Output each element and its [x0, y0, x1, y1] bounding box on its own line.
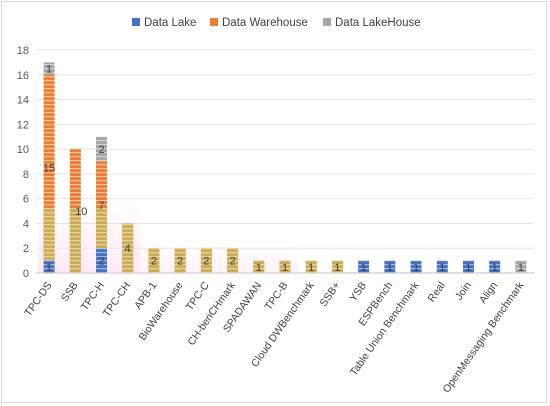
x-tick-label: YSB [347, 280, 369, 304]
data-label: 2 [98, 144, 104, 156]
x-tick-label: SSB [59, 280, 81, 304]
bar-segment-data-warehouse [96, 161, 108, 249]
x-tick-label: APB-1 [132, 280, 159, 312]
y-tick-label: 6 [23, 194, 29, 206]
data-label: 15 [43, 163, 55, 175]
bar-segment-data-warehouse [43, 74, 55, 261]
y-tick-label: 0 [23, 268, 29, 280]
bar-segment-tint [96, 208, 108, 249]
data-label: 1 [46, 262, 52, 274]
bars [43, 62, 527, 273]
highlight-glow [140, 243, 299, 273]
data-label: 1 [308, 262, 314, 274]
bar-segment-tint [43, 208, 55, 261]
y-axis-ticks: 0 2 4 6 8 10 12 14 16 18 [17, 45, 29, 280]
data-label: 1 [492, 262, 498, 274]
bar-segment-data-lake [410, 260, 422, 273]
data-label: 2 [98, 256, 104, 268]
data-label: 1 [439, 262, 445, 274]
y-tick-label: 10 [17, 144, 29, 156]
bar-segment-data-lakehouse [43, 62, 55, 75]
y-tick-label: 8 [23, 169, 29, 181]
bar-segment-data-lake [358, 260, 370, 273]
data-label: 1 [465, 262, 471, 274]
data-label: 1 [256, 262, 262, 274]
legend-swatch [323, 18, 331, 26]
bar-segment-data-lake [96, 248, 108, 273]
data-label: 2 [230, 256, 236, 268]
bar-segment-tint [174, 248, 186, 273]
bar-segment-tint [200, 248, 212, 273]
bar-segment-data-lake [489, 260, 501, 273]
data-label: 1 [282, 262, 288, 274]
bar-segment-data-lake [462, 260, 474, 273]
x-tick-label: Real [425, 280, 447, 305]
x-tick-label: Align [477, 280, 500, 306]
bar-segment-data-lakehouse [96, 136, 108, 162]
bar-segment-tint [122, 223, 134, 273]
chart-legend: Data Lake Data Warehouse Data LakeHouse [132, 17, 421, 29]
legend-label: Data LakeHouse [335, 17, 421, 29]
bar-segment-data-lakehouse [515, 260, 527, 273]
bar-segment-tint [253, 260, 265, 273]
legend-label: Data Lake [144, 17, 196, 29]
x-tick-label: SSB+ [317, 280, 342, 309]
data-label: 1 [46, 64, 52, 76]
y-tick-label: 4 [23, 218, 29, 230]
bar-segment-tint [148, 248, 160, 273]
y-tick-label: 16 [17, 70, 29, 82]
data-label: 10 [75, 206, 87, 218]
bar-segment-data-lake [43, 260, 55, 273]
x-tick-label: Join [453, 280, 474, 303]
data-label: 1 [413, 262, 419, 274]
y-tick-label: 18 [17, 45, 29, 57]
bar-segment-tint [279, 260, 291, 273]
data-label: 1 [387, 262, 393, 274]
bar-segment-tint [331, 260, 343, 273]
bar-segment-data-lake [384, 260, 396, 273]
data-label: 2 [177, 256, 183, 268]
y-tick-label: 2 [23, 243, 29, 255]
bar-segment-data-lake [436, 260, 448, 273]
data-label: 2 [203, 256, 209, 268]
bar-segment-tint [227, 248, 239, 273]
legend-swatch [132, 18, 140, 26]
data-labels: 1 15 1 10 2 7 2 4 2 2 2 2 1 1 1 1 1 1 1 1 1 1 1 [43, 64, 524, 274]
bar-segment-tint [69, 208, 81, 273]
x-tick-label: TPC-DS [22, 280, 54, 319]
bar-segment-tint [305, 260, 317, 273]
data-label: 1 [518, 262, 524, 274]
data-label: 4 [125, 243, 131, 255]
x-axis-ticks: TPC-DS SSBTPC-HTPC-CHAPB-1BioWarehouseTPC… [22, 279, 526, 395]
y-tick-label: 14 [17, 95, 29, 107]
y-tick-label: 12 [17, 119, 29, 131]
data-label: 7 [98, 200, 104, 212]
legend-swatch [210, 18, 218, 26]
data-label: 1 [361, 262, 367, 274]
data-label: 1 [334, 262, 340, 274]
data-label: 2 [151, 256, 157, 268]
legend-label: Data Warehouse [222, 17, 308, 29]
